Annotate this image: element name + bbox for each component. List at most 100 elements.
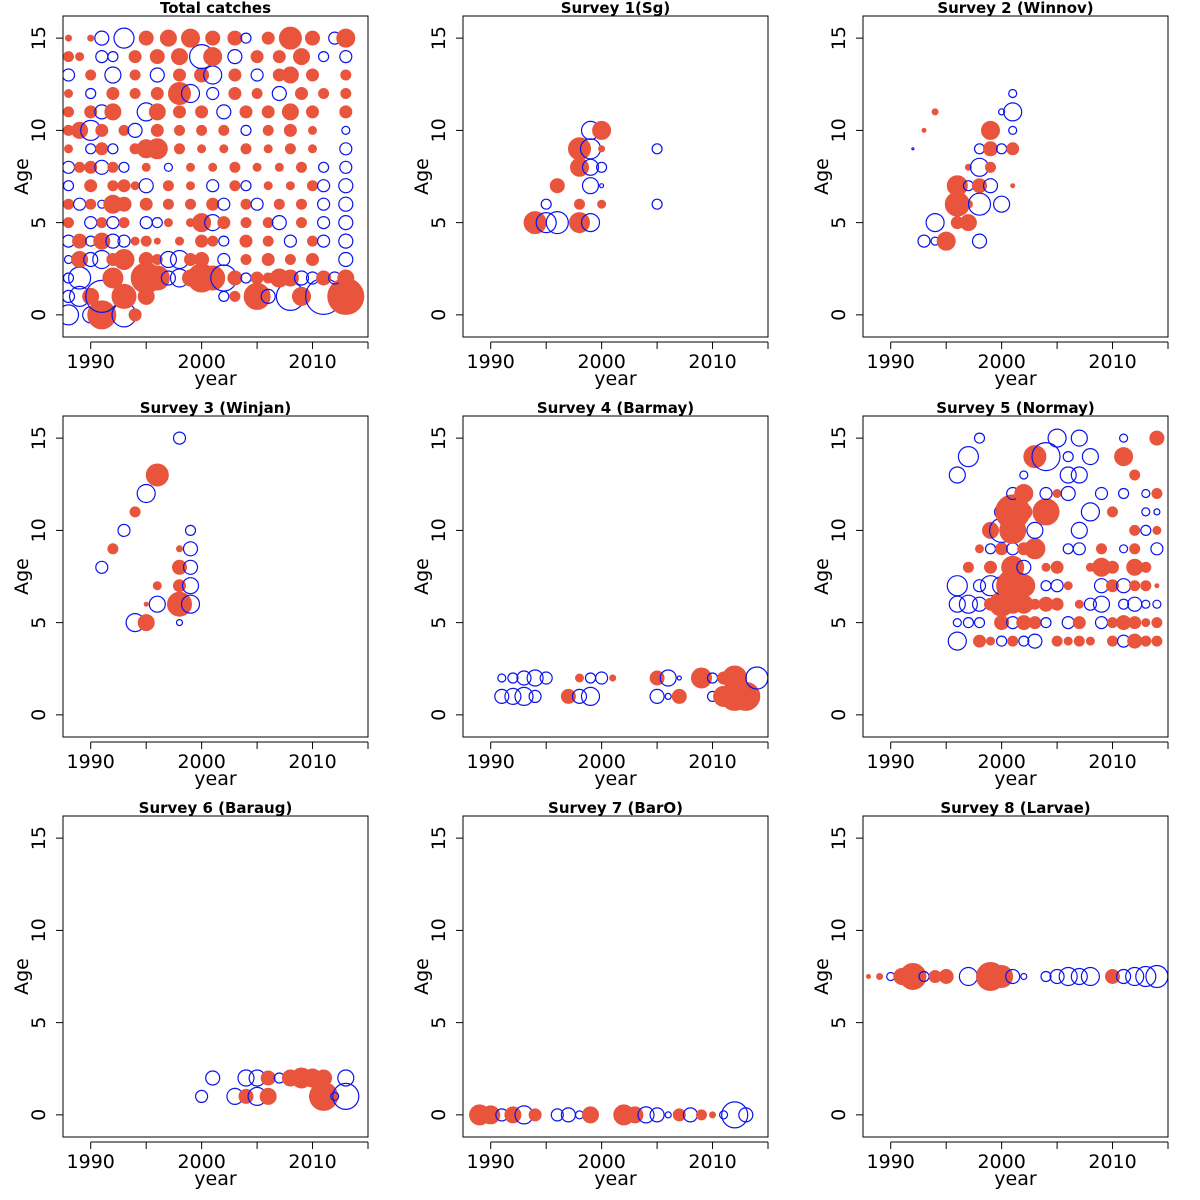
- x-tick-label: 2010: [1088, 751, 1136, 773]
- positive-residual-bubble: [316, 270, 332, 286]
- y-axis: 0 5 10 15 Age: [11, 426, 63, 721]
- x-tick-label: 1990: [867, 751, 915, 773]
- positive-residual-bubble: [283, 123, 297, 137]
- y-tick-label: 10: [428, 918, 450, 942]
- negative-residual-bubble: [962, 617, 974, 629]
- x-axis-label: year: [994, 768, 1037, 790]
- negative-residual-bubble: [1118, 487, 1130, 500]
- positive-residual-bubble: [240, 143, 252, 155]
- positive-residual-bubble: [172, 559, 187, 575]
- negative-residual-bubble: [998, 108, 1006, 116]
- positive-residual-bubble: [146, 138, 168, 160]
- bubble-layer: [866, 962, 1168, 991]
- positive-residual-bubble: [63, 198, 74, 210]
- positive-residual-bubble: [118, 124, 130, 136]
- negative-residual-bubble: [293, 270, 310, 286]
- negative-residual-bubble: [106, 216, 120, 230]
- negative-residual-bubble: [584, 672, 597, 684]
- negative-residual-bubble: [649, 688, 665, 704]
- negative-residual-bubble: [181, 577, 200, 595]
- y-tick-label: 5: [428, 1017, 450, 1029]
- positive-residual-bubble: [1151, 488, 1163, 499]
- positive-residual-bubble: [549, 178, 565, 194]
- plot-frame: [862, 15, 1169, 338]
- x-axis: 1990 2000 2010 year: [867, 1141, 1169, 1190]
- positive-residual-bubble: [340, 69, 352, 81]
- negative-residual-bubble: [911, 147, 915, 151]
- positive-residual-bubble: [162, 198, 174, 210]
- negative-residual-bubble: [581, 177, 600, 195]
- negative-residual-bubble: [159, 250, 177, 269]
- positive-residual-bubble: [281, 103, 299, 121]
- negative-residual-bubble: [180, 594, 201, 614]
- negative-residual-bubble: [206, 86, 220, 101]
- positive-residual-bubble: [252, 162, 262, 172]
- negative-residual-bubble: [1058, 966, 1078, 987]
- positive-residual-bubble: [1114, 447, 1134, 467]
- y-tick-label: 0: [428, 1109, 450, 1121]
- negative-residual-bubble: [1003, 102, 1023, 122]
- positive-residual-bubble: [113, 249, 135, 270]
- negative-residual-bubble: [494, 688, 510, 704]
- negative-residual-bubble: [271, 215, 287, 231]
- negative-residual-bubble: [138, 178, 154, 194]
- positive-residual-bubble: [337, 269, 355, 287]
- y-axis: 0 5 10 15 Age: [411, 26, 463, 321]
- positive-residual-bubble: [194, 67, 210, 83]
- positive-residual-bubble: [1085, 636, 1095, 646]
- positive-residual-bubble: [528, 1108, 542, 1122]
- positive-residual-bubble: [296, 161, 307, 173]
- positive-residual-bubble: [163, 218, 173, 228]
- negative-residual-bubble: [1080, 966, 1100, 987]
- positive-residual-bubble: [84, 160, 98, 174]
- negative-residual-bubble: [1006, 542, 1020, 556]
- positive-residual-bubble: [228, 68, 242, 82]
- negative-residual-bubble: [271, 85, 287, 102]
- negative-residual-bubble: [318, 50, 330, 63]
- positive-residual-bubble: [85, 198, 97, 210]
- x-axis: 1990 2000 2010 year: [67, 341, 369, 390]
- negative-residual-bubble: [94, 30, 110, 46]
- negative-residual-bubble: [738, 1107, 754, 1123]
- y-tick-label: 0: [28, 709, 50, 721]
- positive-residual-bubble: [308, 144, 317, 154]
- chart-svg-3: Survey 2 (Winnov) 1990 2000 2010 year 0 5 10 15 A…: [811, 0, 1169, 390]
- negative-residual-bubble: [1135, 965, 1157, 988]
- negative-residual-bubble: [967, 192, 992, 216]
- positive-residual-bubble: [990, 965, 1014, 988]
- bubble-layer: [63, 26, 365, 330]
- positive-residual-bubble: [87, 300, 117, 330]
- y-tick-label: 15: [428, 826, 450, 850]
- negative-residual-bubble: [1039, 486, 1053, 501]
- positive-residual-bubble: [696, 1109, 707, 1121]
- negative-residual-bubble: [1070, 967, 1088, 986]
- positive-residual-bubble: [672, 1108, 686, 1122]
- negative-residual-bubble: [651, 143, 663, 155]
- negative-residual-bubble: [637, 1106, 655, 1124]
- positive-residual-bubble: [263, 144, 273, 154]
- y-axis-label: Age: [11, 158, 33, 195]
- y-axis: 0 5 10 15 Age: [411, 426, 463, 721]
- negative-residual-bubble: [1153, 508, 1161, 516]
- negative-residual-bubble: [1031, 441, 1061, 472]
- negative-residual-bubble: [240, 32, 252, 44]
- positive-residual-bubble: [261, 31, 275, 45]
- negative-residual-bubble: [338, 251, 354, 268]
- positive-residual-bubble: [63, 217, 74, 229]
- positive-residual-bubble: [130, 236, 140, 246]
- positive-residual-bubble: [140, 235, 152, 247]
- x-axis: 1990 2000 2010 year: [67, 741, 369, 790]
- positive-residual-bubble: [259, 1087, 277, 1105]
- positive-residual-bubble: [240, 217, 252, 229]
- negative-residual-bubble: [599, 183, 605, 189]
- positive-residual-bubble: [523, 211, 547, 235]
- positive-residual-bubble: [149, 49, 165, 65]
- negative-residual-bubble: [971, 233, 988, 249]
- negative-residual-bubble: [516, 670, 532, 686]
- positive-residual-bubble: [102, 267, 124, 289]
- positive-residual-bubble: [1129, 543, 1141, 555]
- positive-residual-bubble: [227, 30, 243, 46]
- negative-residual-bubble: [338, 215, 354, 231]
- positive-residual-bubble: [1029, 598, 1041, 610]
